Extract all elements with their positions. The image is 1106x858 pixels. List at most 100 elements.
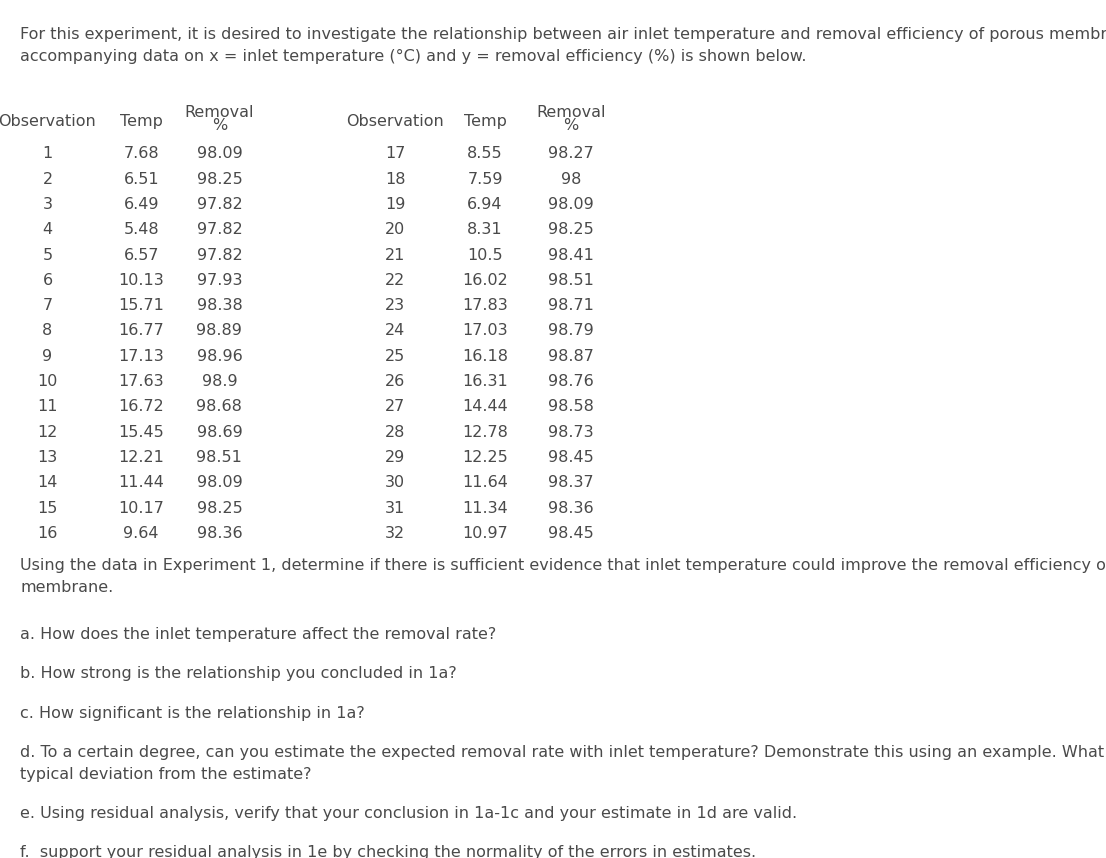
- Text: 4: 4: [42, 222, 53, 237]
- Text: 16.72: 16.72: [118, 399, 164, 414]
- Text: 10.13: 10.13: [118, 273, 164, 287]
- Text: 98.27: 98.27: [549, 147, 594, 161]
- Text: 98.68: 98.68: [197, 399, 242, 414]
- Text: 98.25: 98.25: [549, 222, 594, 237]
- Text: For this experiment, it is desired to investigate the relationship between air i: For this experiment, it is desired to in…: [20, 27, 1106, 64]
- Text: 15.45: 15.45: [118, 425, 164, 439]
- Text: 11: 11: [38, 399, 58, 414]
- Text: 5.48: 5.48: [124, 222, 159, 237]
- Text: 98.69: 98.69: [197, 425, 242, 439]
- Text: 16.02: 16.02: [462, 273, 508, 287]
- Text: 17.83: 17.83: [462, 298, 508, 313]
- Text: 12.78: 12.78: [462, 425, 508, 439]
- Text: 26: 26: [385, 374, 405, 389]
- Text: 16.31: 16.31: [462, 374, 508, 389]
- Text: 22: 22: [385, 273, 405, 287]
- Text: 98.9: 98.9: [201, 374, 237, 389]
- Text: 19: 19: [385, 196, 406, 212]
- Text: 12.21: 12.21: [118, 450, 164, 465]
- Text: 6.94: 6.94: [468, 196, 503, 212]
- Text: 9: 9: [42, 348, 53, 364]
- Text: 98.41: 98.41: [549, 247, 594, 263]
- Text: 8.55: 8.55: [467, 147, 503, 161]
- Text: 5: 5: [42, 247, 53, 263]
- Text: 98.79: 98.79: [549, 323, 594, 338]
- Text: 6: 6: [42, 273, 53, 287]
- Text: 28: 28: [385, 425, 406, 439]
- Text: a. How does the inlet temperature affect the removal rate?: a. How does the inlet temperature affect…: [20, 627, 497, 643]
- Text: b. How strong is the relationship you concluded in 1a?: b. How strong is the relationship you co…: [20, 667, 457, 681]
- Text: %: %: [211, 118, 227, 133]
- Text: 25: 25: [385, 348, 405, 364]
- Text: 7.68: 7.68: [124, 147, 159, 161]
- Text: 8: 8: [42, 323, 53, 338]
- Text: %: %: [563, 118, 578, 133]
- Text: 12: 12: [38, 425, 58, 439]
- Text: 8.31: 8.31: [467, 222, 503, 237]
- Text: 6.57: 6.57: [124, 247, 159, 263]
- Text: 2: 2: [42, 172, 53, 186]
- Text: 12.25: 12.25: [462, 450, 508, 465]
- Text: 7.59: 7.59: [468, 172, 503, 186]
- Text: 13: 13: [38, 450, 58, 465]
- Text: 98.36: 98.36: [549, 500, 594, 516]
- Text: 20: 20: [385, 222, 405, 237]
- Text: 16.77: 16.77: [118, 323, 164, 338]
- Text: 1: 1: [42, 147, 53, 161]
- Text: 27: 27: [385, 399, 405, 414]
- Text: Temp: Temp: [463, 114, 507, 130]
- Text: 17.13: 17.13: [118, 348, 164, 364]
- Text: 24: 24: [385, 323, 405, 338]
- Text: 10.97: 10.97: [462, 526, 508, 541]
- Text: 6.49: 6.49: [124, 196, 159, 212]
- Text: 11.64: 11.64: [462, 475, 508, 490]
- Text: 97.93: 97.93: [197, 273, 242, 287]
- Text: 3: 3: [42, 196, 52, 212]
- Text: Using the data in Experiment 1, determine if there is sufficient evidence that i: Using the data in Experiment 1, determin…: [20, 558, 1106, 595]
- Text: 9.64: 9.64: [124, 526, 159, 541]
- Text: 15: 15: [38, 500, 58, 516]
- Text: 97.82: 97.82: [197, 196, 242, 212]
- Text: 97.82: 97.82: [197, 222, 242, 237]
- Text: 98.09: 98.09: [549, 196, 594, 212]
- Text: 98.36: 98.36: [197, 526, 242, 541]
- Text: 98.73: 98.73: [549, 425, 594, 439]
- Text: 98.09: 98.09: [197, 147, 242, 161]
- Text: Removal: Removal: [185, 105, 254, 119]
- Text: 31: 31: [385, 500, 405, 516]
- Text: 15.71: 15.71: [118, 298, 164, 313]
- Text: 98.58: 98.58: [549, 399, 594, 414]
- Text: 17: 17: [385, 147, 406, 161]
- Text: 23: 23: [385, 298, 405, 313]
- Text: 98.45: 98.45: [549, 450, 594, 465]
- Text: 32: 32: [385, 526, 405, 541]
- Text: Observation: Observation: [0, 114, 96, 130]
- Text: 98.71: 98.71: [549, 298, 594, 313]
- Text: Removal: Removal: [536, 105, 606, 119]
- Text: 10: 10: [38, 374, 58, 389]
- Text: 98.51: 98.51: [197, 450, 242, 465]
- Text: e. Using residual analysis, verify that your conclusion in 1a-1c and your estima: e. Using residual analysis, verify that …: [20, 806, 797, 821]
- Text: 10.5: 10.5: [467, 247, 503, 263]
- Text: 16: 16: [38, 526, 58, 541]
- Text: 11.44: 11.44: [118, 475, 164, 490]
- Text: 16.18: 16.18: [462, 348, 508, 364]
- Text: 98.51: 98.51: [549, 273, 594, 287]
- Text: 98.96: 98.96: [197, 348, 242, 364]
- Text: 98.09: 98.09: [197, 475, 242, 490]
- Text: 98.25: 98.25: [197, 500, 242, 516]
- Text: 98.87: 98.87: [549, 348, 594, 364]
- Text: 98.45: 98.45: [549, 526, 594, 541]
- Text: 18: 18: [385, 172, 406, 186]
- Text: 98.25: 98.25: [197, 172, 242, 186]
- Text: c. How significant is the relationship in 1a?: c. How significant is the relationship i…: [20, 705, 365, 721]
- Text: 21: 21: [385, 247, 406, 263]
- Text: Temp: Temp: [119, 114, 163, 130]
- Text: 10.17: 10.17: [118, 500, 164, 516]
- Text: 6.51: 6.51: [124, 172, 159, 186]
- Text: 17.03: 17.03: [462, 323, 508, 338]
- Text: 11.34: 11.34: [462, 500, 508, 516]
- Text: Observation: Observation: [346, 114, 444, 130]
- Text: 97.82: 97.82: [197, 247, 242, 263]
- Text: 98.89: 98.89: [197, 323, 242, 338]
